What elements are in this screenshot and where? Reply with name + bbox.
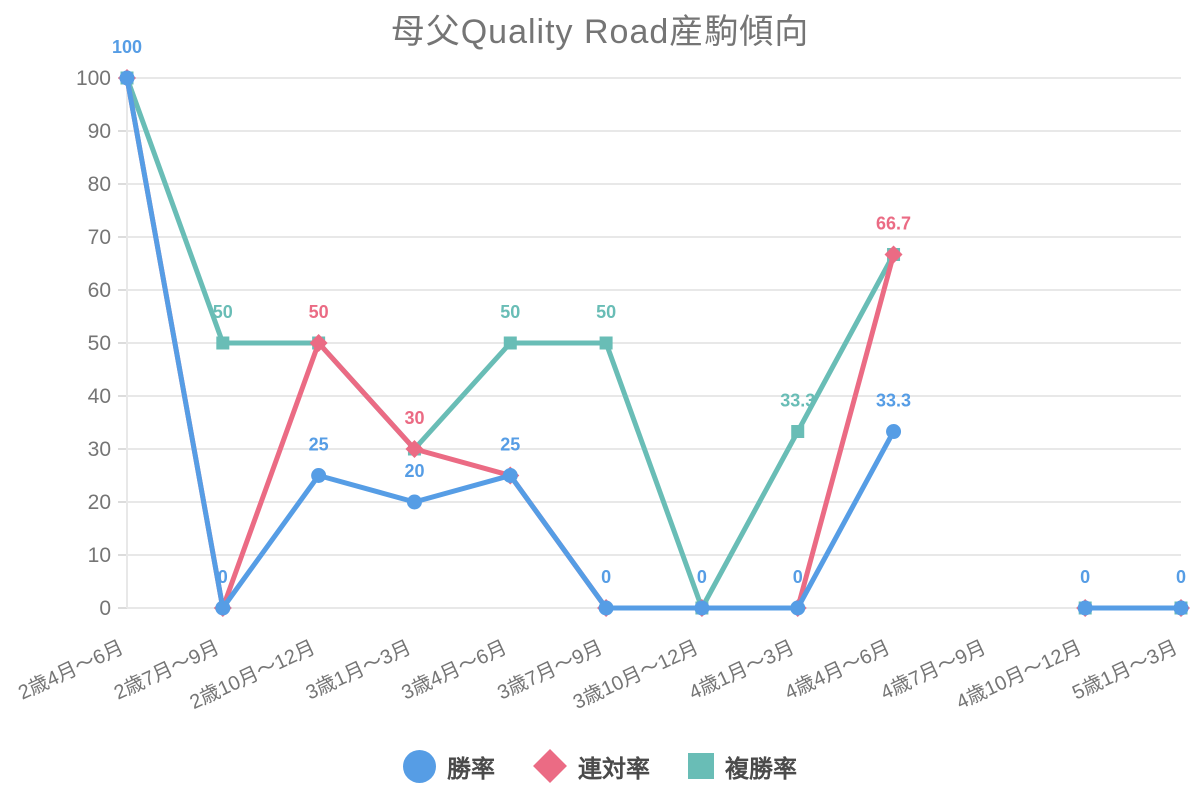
y-tick-label: 30 <box>88 438 111 461</box>
series-win-rate-point-5 <box>598 600 614 616</box>
legend-label: 勝率 <box>447 755 495 783</box>
diamond-icon <box>533 749 567 783</box>
y-tick-label: 90 <box>88 120 111 143</box>
x-axis: 2歳4月～6月2歳7月～9月2歳10月～12月3歳1月～3月3歳4月～6月3歳7… <box>15 636 1181 714</box>
series-win-rate-point-1 <box>215 600 231 616</box>
y-tick-label: 20 <box>88 491 111 514</box>
point-label-win-rate-1: 0 <box>218 567 228 587</box>
y-axis: 0 10 20 30 40 50 60 70 80 90 100 <box>76 67 128 620</box>
series-quinella-rate-point-2 <box>309 334 328 352</box>
x-tick-label: 5歳1月～3月 <box>1069 636 1181 705</box>
series-win-rate-point-10 <box>1077 600 1093 616</box>
y-tick-label: 0 <box>99 597 111 620</box>
grid <box>127 77 1181 609</box>
y-tick-label: 70 <box>88 226 111 249</box>
series-win-rate-point-3 <box>406 494 422 510</box>
point-label-win-rate-8: 33.3 <box>876 391 911 411</box>
series-show-rate-point-1 <box>216 336 230 350</box>
y-tick-label: 50 <box>88 332 111 355</box>
point-labels: 100 0 25 20 25 0 0 0 33.3 0 0 50 30 66.7 50 50 50 33.3 <box>112 37 1186 587</box>
legend-item-quinella-rate[interactable]: 連対率 <box>533 749 650 784</box>
square-icon <box>688 753 714 779</box>
series-win-rate-point-11 <box>1173 600 1189 616</box>
point-label-win-rate-4: 25 <box>500 435 520 455</box>
x-tick-label: 3歳1月～3月 <box>302 636 414 705</box>
point-label-show-rate-7: 33.3 <box>780 391 815 411</box>
y-tick-label: 80 <box>88 173 111 196</box>
series-show-rate-point-5 <box>599 336 613 350</box>
series-quinella-rate-point-3 <box>405 440 424 458</box>
x-tick-label: 4歳1月～3月 <box>685 636 797 705</box>
series-quinella-rate-point-8 <box>884 245 903 264</box>
point-label-show-rate-5: 50 <box>596 302 616 322</box>
series-win-rate-point-0 <box>119 70 135 86</box>
point-label-show-rate-1: 50 <box>213 302 233 322</box>
point-label-quinella-rate-3: 30 <box>404 408 424 428</box>
series-win-rate-point-8 <box>886 424 902 440</box>
point-label-win-rate-7: 0 <box>793 567 803 587</box>
y-tick-label: 10 <box>88 544 111 567</box>
circle-icon <box>403 749 436 783</box>
x-tick-label: 4歳4月～6月 <box>781 636 893 705</box>
y-tick-label: 60 <box>88 279 111 302</box>
series-show-rate-point-4 <box>503 336 517 350</box>
legend-label: 複勝率 <box>725 755 797 783</box>
point-label-win-rate-5: 0 <box>601 567 611 587</box>
series-win-rate-point-6 <box>694 600 710 616</box>
series-win-rate-point-4 <box>502 468 518 483</box>
point-label-win-rate-3: 20 <box>404 461 424 481</box>
legend-label: 連対率 <box>578 755 650 783</box>
point-label-quinella-rate-2: 50 <box>309 302 329 322</box>
series-show-rate-point-7 <box>791 425 805 439</box>
y-tick-label: 100 <box>76 67 111 90</box>
point-label-win-rate-0: 100 <box>112 37 142 57</box>
series-win-rate-point-7 <box>790 600 806 616</box>
point-label-win-rate-11: 0 <box>1176 567 1186 587</box>
x-tick-label: 3歳4月～6月 <box>398 636 510 705</box>
point-label-quinella-rate-8: 66.7 <box>876 213 911 233</box>
legend-item-win-rate[interactable]: 勝率 <box>403 749 495 784</box>
series-win-rate <box>119 70 1189 616</box>
point-label-show-rate-4: 50 <box>500 302 520 322</box>
point-label-win-rate-2: 25 <box>309 435 329 455</box>
chart-title: 母父Quality Road産駒傾向 <box>390 13 810 51</box>
legend-item-show-rate[interactable]: 複勝率 <box>688 749 797 784</box>
legend: 勝率 連対率 複勝率 <box>0 740 1200 792</box>
series-win-rate-point-2 <box>311 468 327 483</box>
x-tick-label: 2歳4月～6月 <box>15 636 127 705</box>
point-label-win-rate-10: 0 <box>1080 567 1090 587</box>
point-label-win-rate-6: 0 <box>697 567 707 587</box>
y-tick-label: 40 <box>88 385 111 408</box>
